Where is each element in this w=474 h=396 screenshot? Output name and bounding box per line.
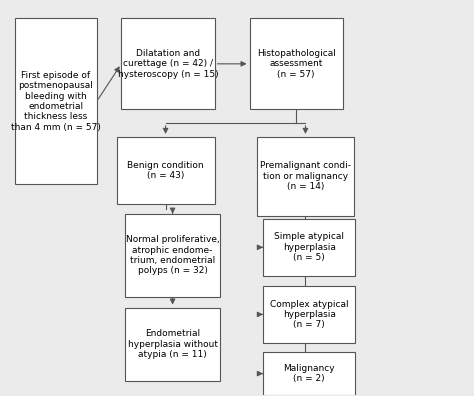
Text: Benign condition
(n = 43): Benign condition (n = 43) — [128, 161, 204, 180]
FancyBboxPatch shape — [121, 19, 215, 109]
Text: Premalignant condi-
tion or malignancy
(n = 14): Premalignant condi- tion or malignancy (… — [260, 162, 351, 191]
Text: Histopathological
assessment
(n = 57): Histopathological assessment (n = 57) — [257, 49, 336, 79]
FancyBboxPatch shape — [125, 308, 220, 381]
Text: Malignancy
(n = 2): Malignancy (n = 2) — [283, 364, 335, 383]
FancyBboxPatch shape — [263, 219, 356, 276]
Text: First episode of
postmenopausal
bleeding with
endometrial
thickness less
than 4 : First episode of postmenopausal bleeding… — [11, 71, 101, 132]
FancyBboxPatch shape — [249, 19, 343, 109]
FancyBboxPatch shape — [256, 137, 355, 216]
FancyBboxPatch shape — [125, 214, 220, 297]
Text: Complex atypical
hyperplasia
(n = 7): Complex atypical hyperplasia (n = 7) — [270, 299, 348, 329]
FancyBboxPatch shape — [117, 137, 215, 204]
Text: Normal proliferative,
atrophic endome-
trium, endometrial
polyps (n = 32): Normal proliferative, atrophic endome- t… — [126, 235, 219, 275]
FancyBboxPatch shape — [263, 286, 356, 343]
Text: Simple atypical
hyperplasia
(n = 5): Simple atypical hyperplasia (n = 5) — [274, 232, 344, 262]
FancyBboxPatch shape — [15, 19, 97, 184]
FancyBboxPatch shape — [263, 352, 356, 395]
Text: Dilatation and
curettage (n = 42) /
hysteroscopy (n = 15): Dilatation and curettage (n = 42) / hyst… — [118, 49, 218, 79]
Text: Endometrial
hyperplasia without
atypia (n = 11): Endometrial hyperplasia without atypia (… — [128, 329, 218, 359]
